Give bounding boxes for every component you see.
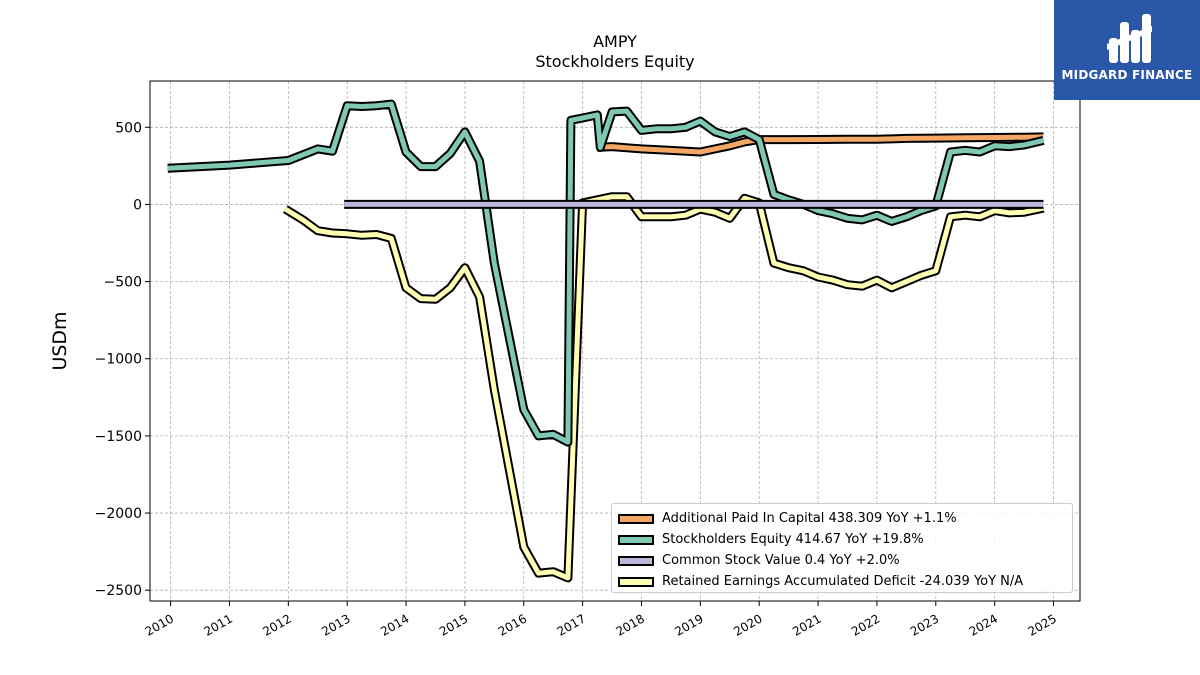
x-axis: 2010 2011 2012 2013 2014 2015 2016 2017 2018 2019…: [143, 601, 1059, 639]
x-tick-label: 2018: [614, 611, 647, 638]
legend-label: Stockholders Equity 414.67 YoY +19.8%: [662, 532, 924, 547]
legend-swatch: [618, 534, 654, 545]
x-tick-label: 2016: [496, 611, 529, 638]
y-axis: 500 0 −500 −1000 −1500 −2000 −2500: [95, 120, 150, 599]
legend-item: Retained Earnings Accumulated Deficit -2…: [618, 571, 1066, 592]
y-axis-label: USDm: [49, 311, 71, 370]
y-tick-label: −1000: [95, 352, 142, 368]
y-tick-label: −500: [104, 275, 142, 291]
series-lines: [167, 99, 1045, 583]
series-line: [597, 134, 1044, 155]
x-tick-label: 2020: [731, 611, 764, 638]
y-tick-label: 500: [115, 120, 142, 136]
x-tick-label: 2023: [908, 611, 941, 638]
plot-frame: [149, 80, 1081, 602]
mf-logo-icon: [1107, 14, 1152, 63]
x-tick-label: 2010: [143, 611, 176, 638]
legend-label: Additional Paid In Capital 438.309 YoY +…: [662, 511, 957, 526]
x-tick-label: 2022: [849, 611, 882, 638]
series-line: [284, 194, 1045, 581]
x-tick-label: 2014: [378, 611, 411, 638]
x-tick-label: 2015: [437, 611, 470, 638]
series-line: [167, 101, 1045, 445]
y-tick-label: −2000: [95, 506, 142, 522]
x-tick-label: 2019: [672, 611, 705, 638]
chart-title: AMPY: [593, 32, 637, 51]
legend-item: Additional Paid In Capital 438.309 YoY +…: [618, 508, 1066, 529]
brand-badge: MIDGARD FINANCE: [1054, 0, 1200, 100]
series-retained-earnings-accumulated-deficit: [283, 192, 1045, 583]
legend-label: Retained Earnings Accumulated Deficit -2…: [662, 574, 1024, 589]
series-additional-paid-in-capital: [597, 132, 1044, 157]
x-tick-label: 2013: [319, 611, 352, 638]
legend-label: Common Stock Value 0.4 YoY +2.0%: [662, 553, 900, 568]
x-tick-label: 2011: [202, 611, 235, 638]
legend-swatch: [618, 555, 654, 566]
x-tick-label: 2017: [555, 611, 588, 638]
y-tick-label: −2500: [95, 583, 142, 599]
legend-swatch: [618, 576, 654, 587]
legend-item: Common Stock Value 0.4 YoY +2.0%: [618, 550, 1066, 571]
y-tick-label: −1500: [95, 429, 142, 445]
brand-name: MIDGARD FINANCE: [1061, 68, 1193, 82]
chart-legend: Additional Paid In Capital 438.309 YoY +…: [611, 503, 1073, 593]
y-tick-label: 0: [133, 197, 142, 213]
chart-subtitle: Stockholders Equity: [535, 52, 695, 71]
legend-item: Stockholders Equity 414.67 YoY +19.8%: [618, 529, 1066, 550]
x-tick-label: 2021: [790, 611, 823, 638]
x-tick-label: 2024: [967, 611, 1000, 638]
x-tick-label: 2025: [1026, 611, 1059, 638]
series-stockholders-equity: [167, 99, 1045, 447]
legend-swatch: [618, 513, 654, 524]
x-tick-label: 2012: [260, 611, 293, 638]
